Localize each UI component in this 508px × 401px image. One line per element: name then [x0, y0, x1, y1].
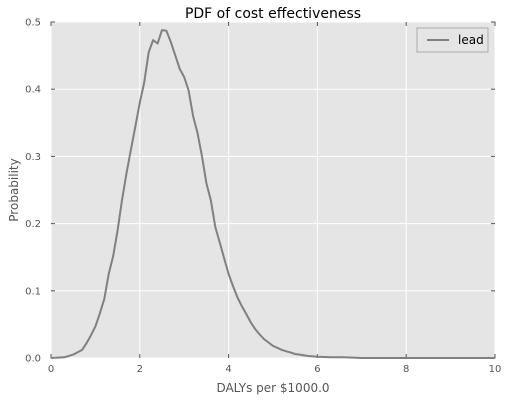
plot-area — [50, 21, 496, 359]
y-tick-label: 0.4 — [25, 85, 41, 96]
x-tick-label: 4 — [225, 364, 231, 375]
x-tick-label: 8 — [403, 364, 409, 375]
ticks: 0 2 4 6 8 10 0.0 0.1 0.2 0.3 0.4 0.5 — [25, 18, 501, 376]
x-tick-label: 2 — [137, 364, 143, 375]
x-tick-label: 0 — [48, 364, 54, 375]
x-tick-label: 6 — [314, 364, 320, 375]
y-tick-label: 0.5 — [25, 18, 41, 29]
y-tick-label: 0.0 — [25, 354, 41, 365]
legend: lead — [416, 27, 489, 53]
series-layer — [50, 29, 495, 359]
legend-label: lead — [458, 33, 484, 47]
y-tick-label: 0.2 — [25, 219, 41, 230]
chart-title: PDF of cost effectiveness — [185, 6, 361, 22]
series-line-lead — [50, 29, 495, 359]
grid — [50, 21, 496, 359]
y-axis-label: Probability — [7, 158, 21, 221]
x-tick-label: 10 — [489, 364, 502, 375]
y-tick-label: 0.1 — [25, 286, 41, 297]
x-axis-label: DALYs per $1000.0 — [216, 381, 329, 395]
y-tick-label: 0.3 — [25, 152, 41, 163]
legend-box — [416, 27, 489, 53]
